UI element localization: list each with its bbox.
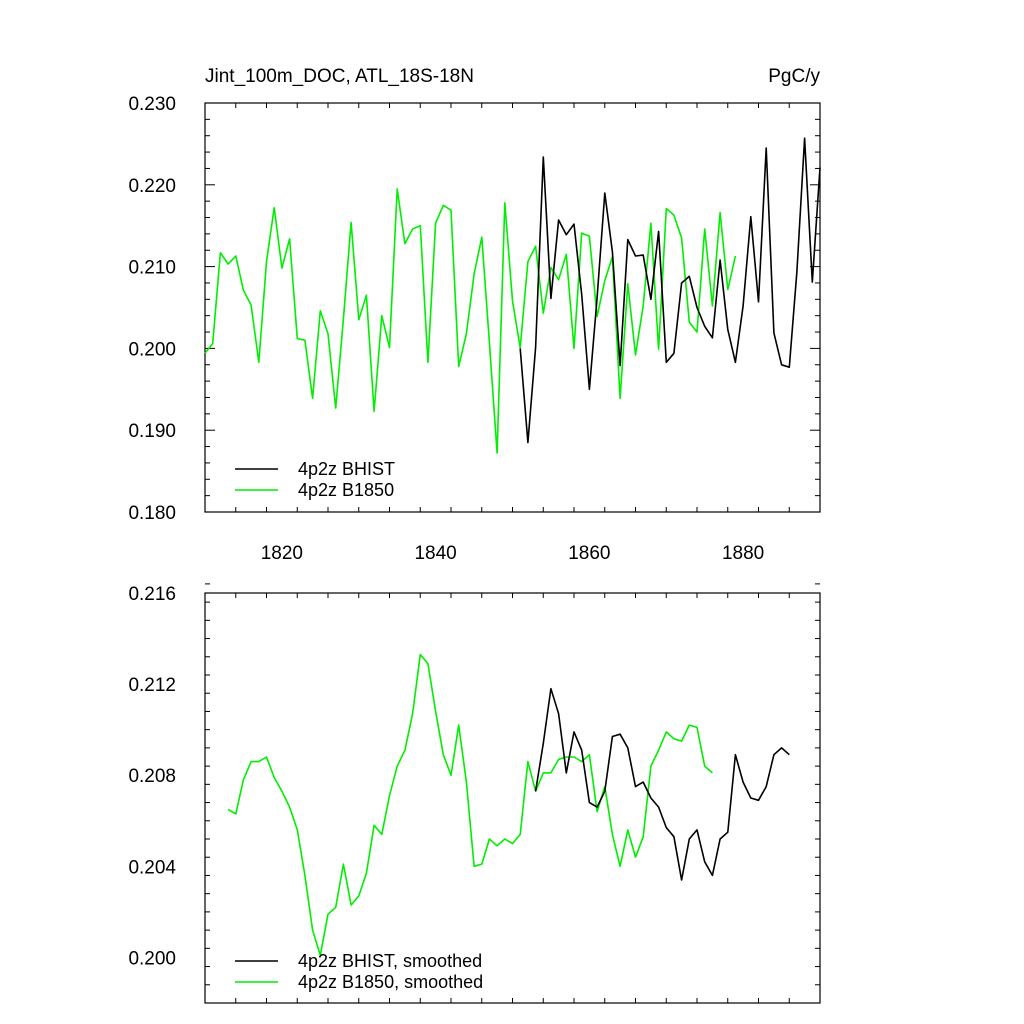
y-tick-label: 0.204	[128, 857, 176, 878]
y-tick-label: 0.216	[128, 584, 176, 605]
y-tick-label: 0.190	[128, 421, 176, 442]
top-legend: 4p2z BHIST 4p2z B1850	[235, 459, 395, 500]
y-tick-label: 0.210	[128, 258, 176, 279]
x-tick-label: 1860	[568, 543, 610, 564]
top-y-tick-labels: 0.180 0.190 0.200 0.210 0.220 0.230	[128, 94, 176, 524]
bottom-legend: 4p2z BHIST, smoothed 4p2z B1850, smoothe…	[235, 951, 483, 992]
y-tick-label: 0.208	[128, 766, 176, 787]
bottom-series	[227, 653, 790, 957]
x-tick-label: 1880	[722, 543, 764, 564]
series-line-b1850	[227, 653, 713, 957]
series-line-bhist	[534, 687, 790, 881]
top-x-tick-labels: 1820 1840 1860 1880	[261, 543, 765, 564]
y-tick-label: 0.200	[128, 948, 176, 969]
top-ticks	[204, 102, 821, 513]
top-plot-frame	[204, 102, 821, 513]
y-tick-label: 0.180	[128, 503, 176, 524]
y-tick-label: 0.230	[128, 94, 176, 115]
legend-label-b1850: 4p2z B1850	[298, 480, 394, 500]
x-tick-label: 1840	[414, 543, 456, 564]
legend-label-b1850-smoothed: 4p2z B1850, smoothed	[298, 972, 483, 992]
bottom-panel: 0.200 0.204 0.208 0.212 0.216 4p2z BHIST, sm…	[128, 583, 821, 1004]
y-tick-label: 0.200	[128, 339, 176, 360]
x-tick-label: 1820	[261, 543, 303, 564]
series-line-b1850	[204, 188, 737, 454]
legend-label-bhist: 4p2z BHIST	[298, 459, 395, 479]
y-tick-label: 0.212	[128, 675, 176, 696]
top-panel: Jint_100m_DOC, ATL_18S-18N PgC/y 0.1800.…	[128, 66, 821, 564]
y-tick-label: 0.220	[128, 176, 176, 197]
chart-title: Jint_100m_DOC, ATL_18S-18N	[205, 66, 474, 87]
bottom-plot-frame	[204, 592, 821, 1004]
units-label: PgC/y	[768, 66, 820, 87]
series-line-bhist	[519, 137, 821, 444]
bottom-y-tick-labels: 0.200 0.204 0.208 0.212 0.216	[128, 584, 176, 969]
top-series	[204, 137, 821, 454]
legend-label-bhist-smoothed: 4p2z BHIST, smoothed	[298, 951, 482, 971]
bottom-ticks	[204, 583, 821, 1004]
